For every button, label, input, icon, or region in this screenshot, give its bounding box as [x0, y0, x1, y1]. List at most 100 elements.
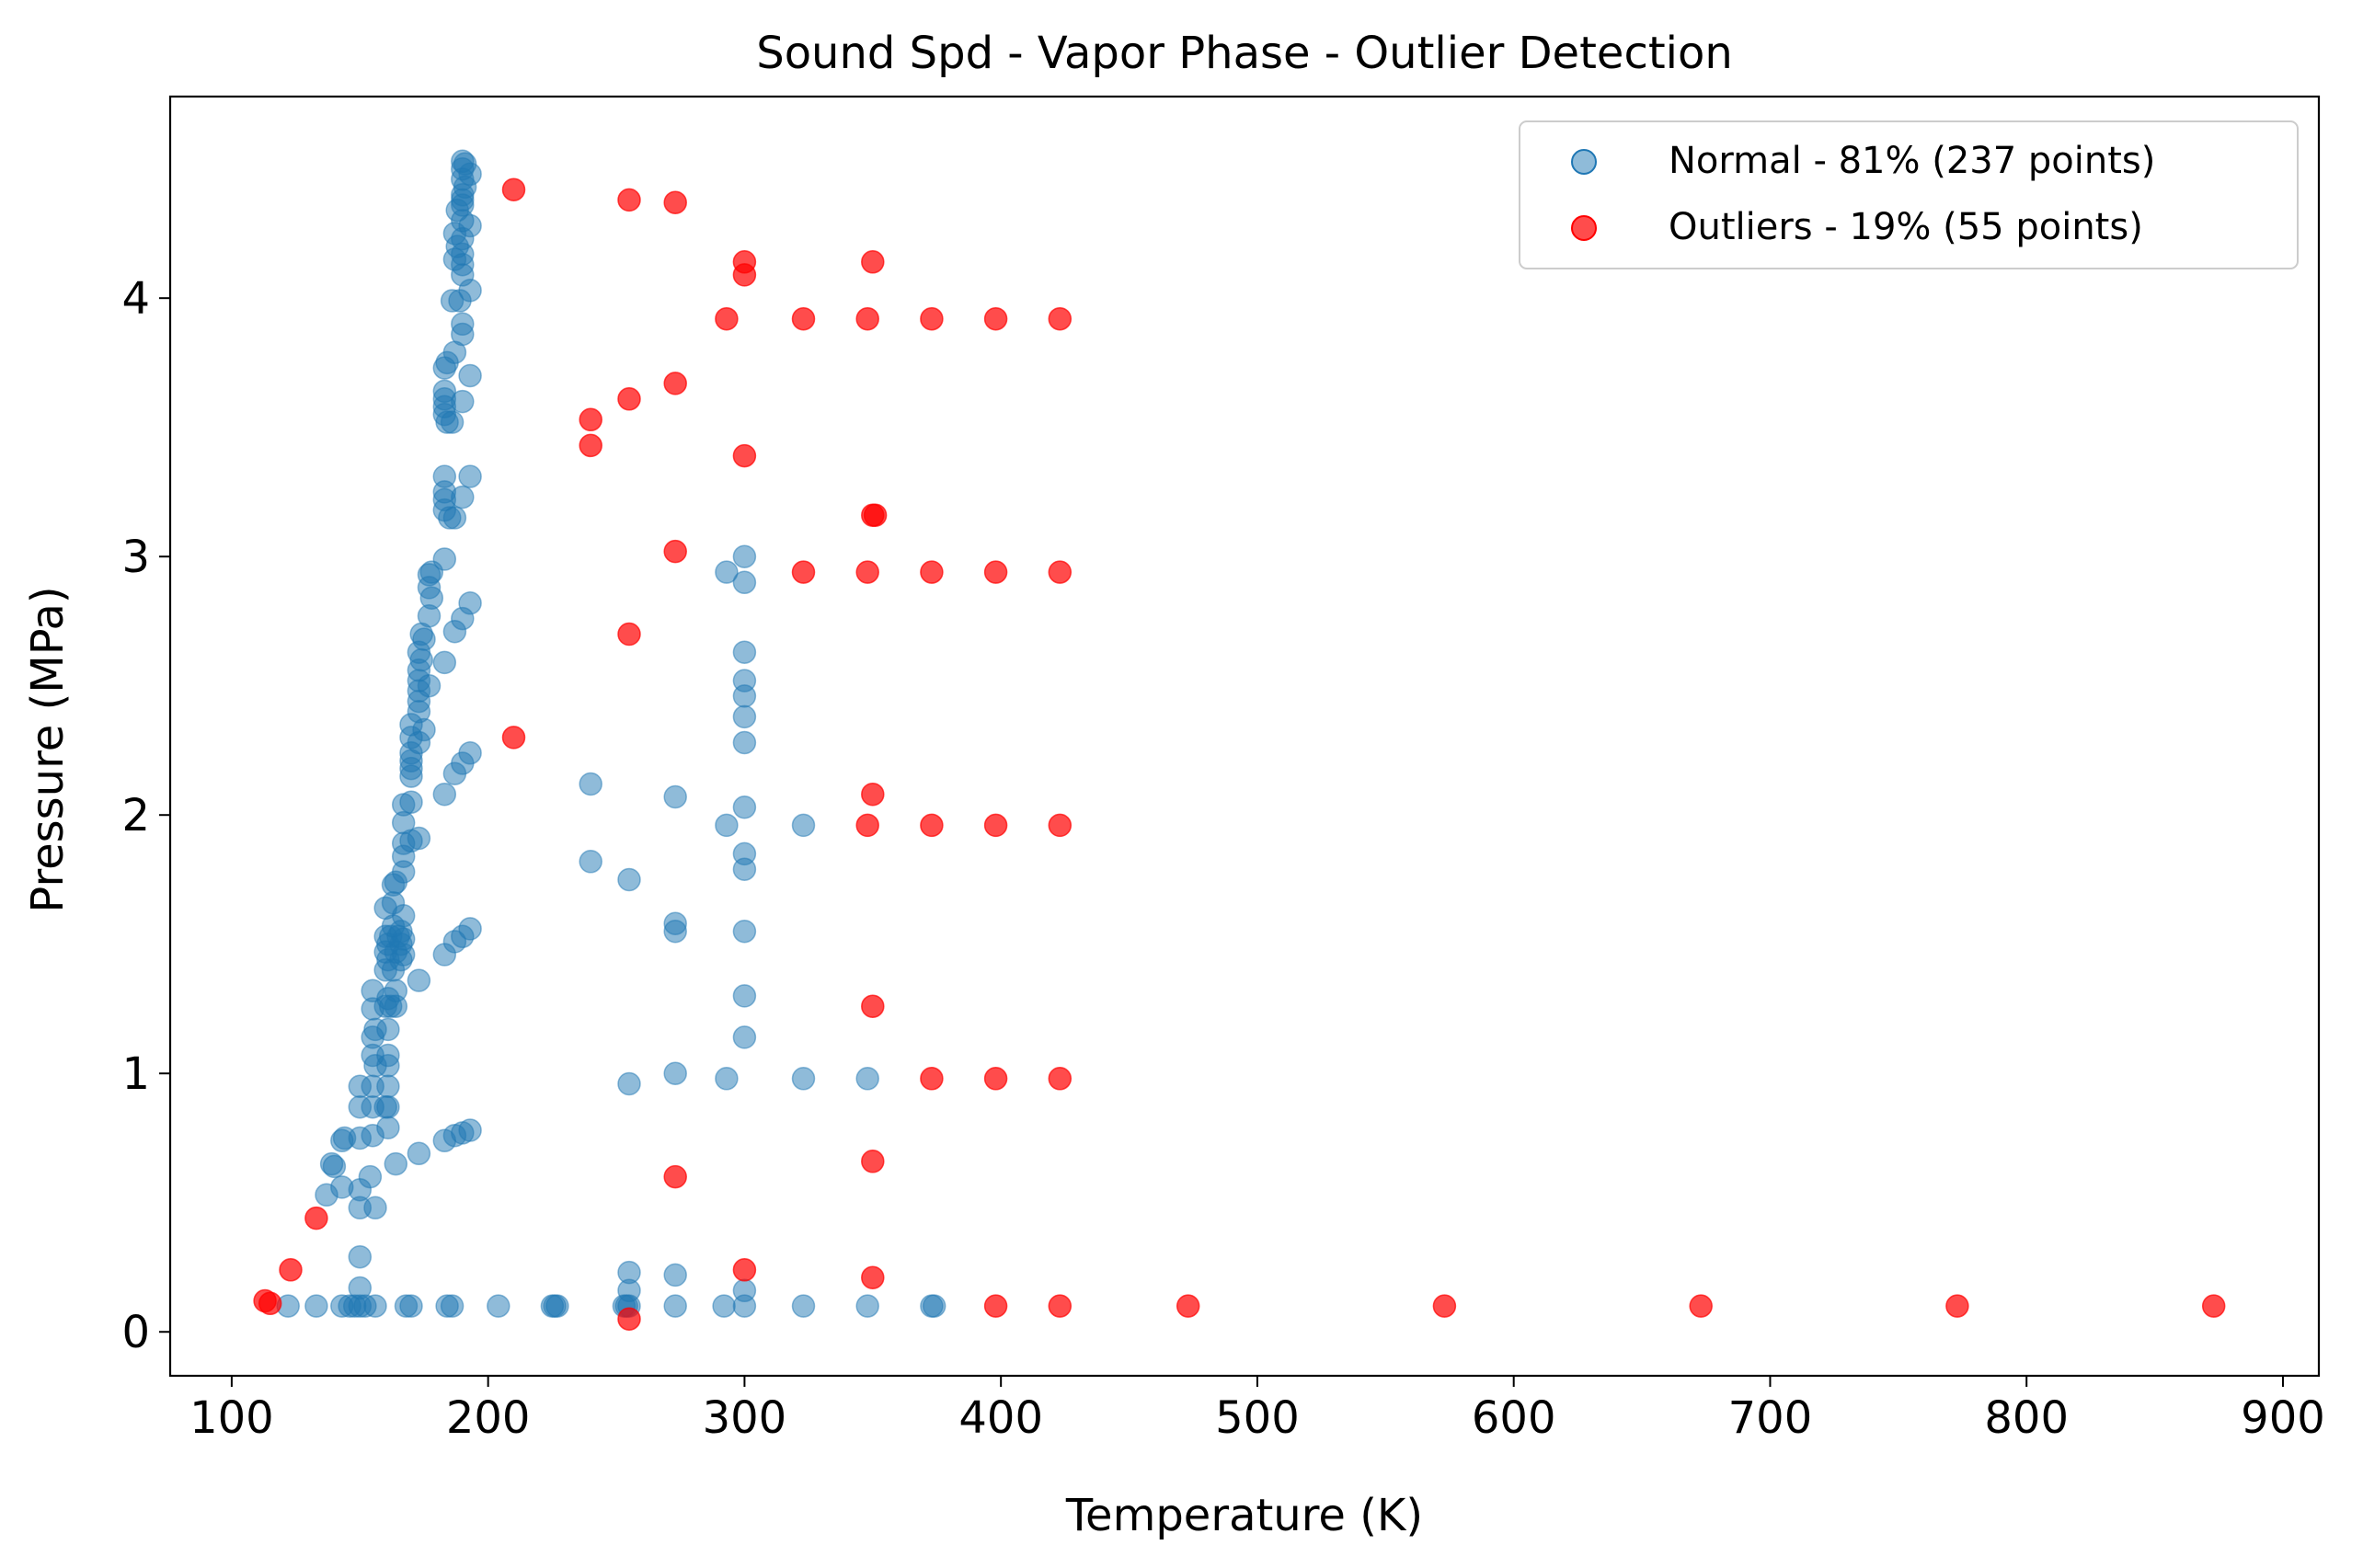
normal-point — [399, 790, 423, 814]
normal-point — [791, 813, 816, 838]
outlier-point — [920, 560, 944, 584]
outlier-point — [258, 1291, 282, 1316]
x-axis-ticks: 100 200 300 400 500 600 700 800 900 — [189, 1376, 2325, 1444]
outlier-point — [791, 306, 816, 331]
y-axis-ticks: 0 1 2 3 4 — [121, 273, 170, 1358]
normal-point — [732, 640, 757, 664]
x-tick-label: 700 — [1728, 1392, 1813, 1444]
normal-point — [663, 919, 687, 944]
x-tick-label: 500 — [1215, 1392, 1300, 1444]
normal-point — [791, 1294, 816, 1318]
outlier-point — [663, 539, 687, 564]
normal-point — [855, 1067, 879, 1091]
outlier-point — [855, 560, 879, 584]
x-tick-label: 100 — [189, 1392, 274, 1444]
outlier-point — [983, 813, 1008, 838]
legend-marker-outliers — [1571, 215, 1597, 241]
outlier-point — [579, 407, 602, 432]
outlier-point — [1945, 1294, 1969, 1318]
legend-label-normal: Normal - 81% (237 points) — [1669, 140, 2155, 182]
outlier-point — [1048, 306, 1073, 331]
normal-point — [399, 1294, 423, 1318]
normal-point — [458, 917, 482, 941]
normal-point — [579, 850, 602, 874]
outlier-point — [861, 250, 885, 274]
normal-point — [451, 389, 475, 414]
normal-point — [732, 1025, 757, 1049]
normal-point — [363, 1294, 387, 1318]
normal-point — [432, 547, 457, 571]
normal-point — [348, 1276, 373, 1300]
normal-point — [732, 704, 757, 729]
normal-point — [432, 782, 457, 807]
x-tick-label: 600 — [1472, 1392, 1556, 1444]
x-tick-label: 900 — [2241, 1392, 2325, 1444]
normal-point — [440, 1294, 465, 1318]
outlier-point — [791, 560, 816, 584]
y-tick-label: 4 — [121, 273, 150, 325]
plot-area-frame — [168, 95, 2321, 1378]
x-axis-label: Temperature (K) — [1065, 1490, 1423, 1541]
normal-point — [458, 741, 482, 765]
outlier-point — [617, 387, 641, 411]
legend-box — [1519, 120, 2299, 269]
normal-point — [407, 1141, 431, 1166]
outlier-point — [715, 306, 739, 331]
outlier-point — [983, 1294, 1008, 1318]
normal-point — [617, 1260, 641, 1285]
normal-point — [663, 1263, 687, 1288]
outlier-point — [617, 1307, 641, 1331]
outlier-point — [1048, 560, 1073, 584]
normal-point — [407, 968, 431, 992]
outlier-point — [983, 1067, 1008, 1091]
normal-point — [715, 1067, 739, 1091]
normal-point — [432, 379, 457, 404]
outlier-point — [861, 782, 885, 807]
normal-point — [732, 730, 757, 755]
normal-point — [715, 813, 739, 838]
normal-point — [663, 1061, 687, 1085]
outlier-point — [617, 622, 641, 647]
normal-point — [432, 464, 457, 488]
normal-point — [304, 1294, 328, 1318]
outlier-point — [1432, 1294, 1457, 1318]
normal-point — [440, 410, 465, 434]
normal-point — [732, 984, 757, 1008]
outlier-point — [579, 433, 602, 458]
normal-point — [376, 1116, 400, 1139]
normal-point — [358, 1164, 383, 1189]
normal-point — [458, 363, 482, 388]
normal-point — [922, 1294, 946, 1318]
normal-point — [442, 506, 467, 530]
normal-point — [732, 1278, 757, 1303]
outlier-point — [920, 1067, 944, 1091]
normal-point — [458, 591, 482, 615]
normal-point — [319, 1151, 344, 1176]
chart-title: Sound Spd - Vapor Phase - Outlier Detect… — [756, 28, 1733, 79]
y-tick-label: 1 — [121, 1048, 150, 1100]
normal-point — [579, 772, 602, 796]
outlier-point — [1048, 1067, 1073, 1091]
y-axis-label: Pressure (MPa) — [22, 586, 74, 912]
x-tick-label: 300 — [703, 1392, 787, 1444]
normal-point — [348, 1244, 373, 1269]
normal-point — [376, 1043, 400, 1068]
legend-marker-normal — [1571, 149, 1597, 175]
legend: Normal - 81% (237 points) Outliers - 19%… — [1519, 120, 2299, 269]
normal-point — [712, 1294, 736, 1318]
points-layer — [253, 149, 2226, 1331]
normal-point — [458, 1118, 482, 1142]
normal-point — [384, 979, 408, 1003]
normal-point — [545, 1294, 569, 1318]
normal-point — [732, 857, 757, 881]
outlier-point — [1048, 1294, 1073, 1318]
outlier-point — [663, 372, 687, 395]
normal-point — [363, 1196, 387, 1220]
outlier-point — [617, 188, 641, 212]
outlier-point — [1689, 1294, 1713, 1318]
normal-point — [855, 1294, 879, 1318]
outlier-point — [2201, 1294, 2226, 1318]
outlier-point — [501, 726, 526, 750]
